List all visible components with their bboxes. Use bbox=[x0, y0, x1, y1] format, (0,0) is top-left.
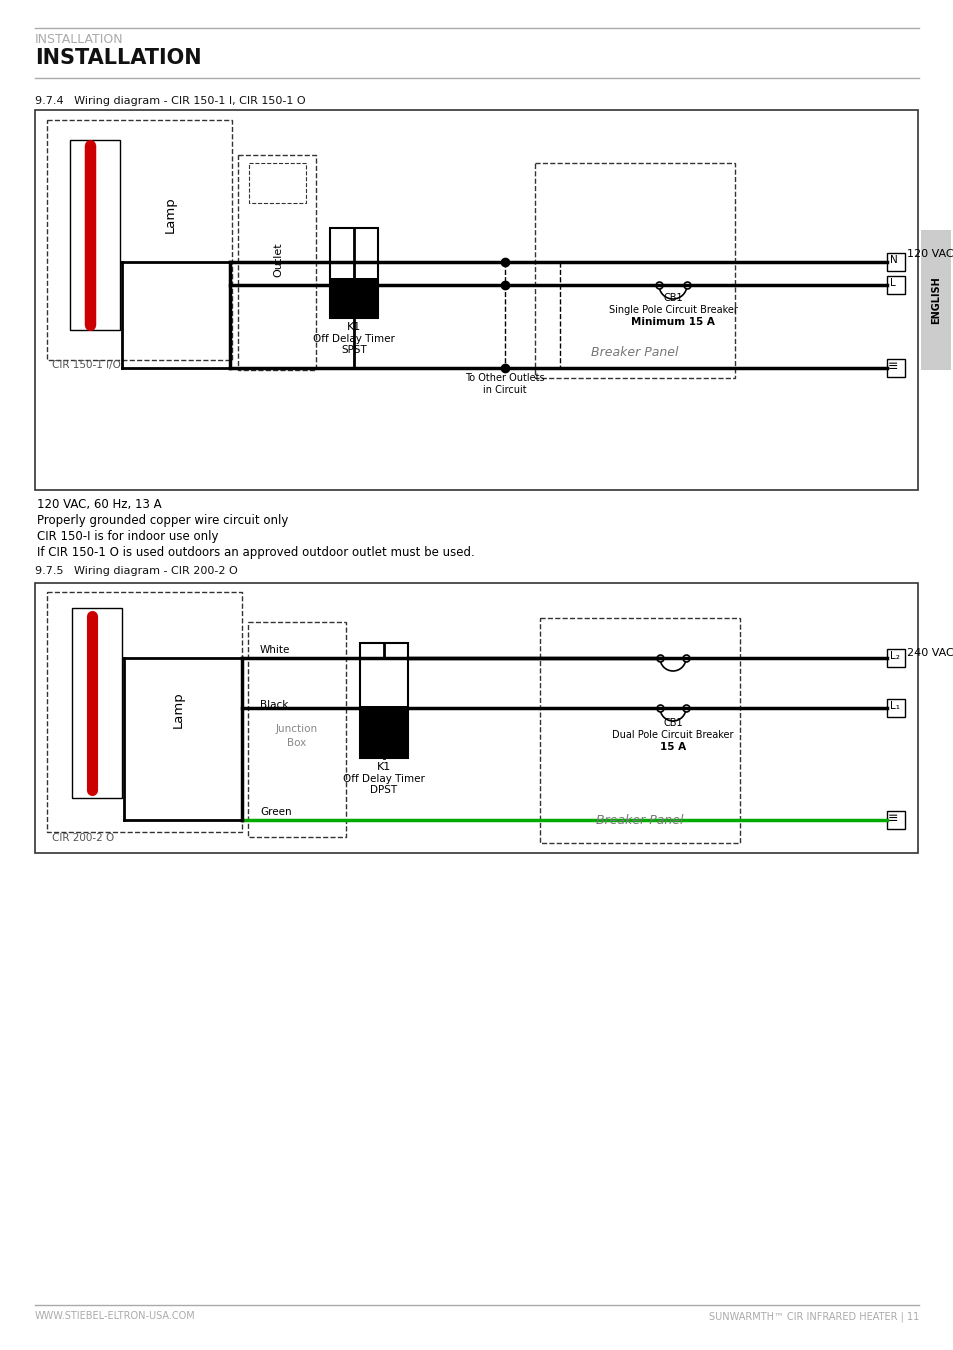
Text: in Circuit: in Circuit bbox=[482, 385, 526, 396]
Bar bbox=[886, 811, 904, 829]
Bar bbox=[330, 278, 377, 319]
Text: CIR 200-2 O: CIR 200-2 O bbox=[52, 833, 114, 842]
Text: SUNWARMTH™ CIR INFRARED HEATER | 11: SUNWARMTH™ CIR INFRARED HEATER | 11 bbox=[708, 1311, 918, 1322]
Text: CIR 150-I is for indoor use only: CIR 150-I is for indoor use only bbox=[37, 531, 218, 543]
Text: ≡: ≡ bbox=[887, 360, 898, 373]
Bar bbox=[886, 359, 904, 377]
Text: Dual Pole Circuit Breaker: Dual Pole Circuit Breaker bbox=[612, 730, 733, 740]
Bar bbox=[886, 275, 904, 294]
Bar bbox=[71, 608, 122, 798]
Text: Breaker Panel: Breaker Panel bbox=[591, 347, 678, 359]
Text: SPST: SPST bbox=[341, 346, 367, 355]
Bar bbox=[359, 706, 408, 757]
Text: Properly grounded copper wire circuit only: Properly grounded copper wire circuit on… bbox=[37, 514, 288, 526]
Bar bbox=[249, 163, 306, 202]
Text: Junction: Junction bbox=[275, 725, 317, 734]
Text: 9.7.4   Wiring diagram - CIR 150-1 I, CIR 150-1 O: 9.7.4 Wiring diagram - CIR 150-1 I, CIR … bbox=[35, 96, 305, 107]
Text: 240 VAC, 60 Hz, 9 A: 240 VAC, 60 Hz, 9 A bbox=[906, 648, 953, 657]
Text: CB1: CB1 bbox=[662, 293, 682, 302]
Text: Lamp: Lamp bbox=[172, 691, 184, 729]
Bar bbox=[886, 699, 904, 717]
Text: K1: K1 bbox=[376, 761, 391, 772]
Bar bbox=[359, 643, 408, 757]
Bar bbox=[920, 230, 950, 370]
Text: To Other Outlets: To Other Outlets bbox=[465, 373, 544, 383]
Bar bbox=[886, 649, 904, 667]
Text: Black: Black bbox=[260, 701, 288, 710]
Bar bbox=[47, 593, 242, 832]
Text: Breaker Panel: Breaker Panel bbox=[596, 814, 683, 828]
Text: Box: Box bbox=[287, 737, 306, 748]
Text: K1: K1 bbox=[347, 323, 361, 332]
Bar bbox=[535, 163, 734, 378]
Bar bbox=[237, 155, 315, 370]
Text: Lamp: Lamp bbox=[163, 197, 176, 234]
Text: If CIR 150-1 O is used outdoors an approved outdoor outlet must be used.: If CIR 150-1 O is used outdoors an appro… bbox=[37, 545, 475, 559]
Bar bbox=[248, 622, 346, 837]
Bar bbox=[35, 109, 917, 490]
Text: Green: Green bbox=[260, 807, 292, 817]
Text: 15 A: 15 A bbox=[659, 743, 685, 752]
Text: 120 VAC, 60 Hz, 13 A: 120 VAC, 60 Hz, 13 A bbox=[37, 498, 161, 512]
Text: 120 VAC, 60 Hz: 120 VAC, 60 Hz bbox=[906, 248, 953, 259]
Bar bbox=[539, 618, 740, 842]
Text: INSTALLATION: INSTALLATION bbox=[35, 32, 124, 46]
Text: DPST: DPST bbox=[370, 784, 397, 795]
Text: Off Delay Timer: Off Delay Timer bbox=[343, 774, 424, 784]
Bar bbox=[330, 228, 377, 319]
Text: ENGLISH: ENGLISH bbox=[930, 277, 940, 324]
Text: CB1: CB1 bbox=[662, 718, 682, 728]
Text: Off Delay Timer: Off Delay Timer bbox=[313, 333, 395, 344]
Text: Minimum 15 A: Minimum 15 A bbox=[630, 317, 714, 327]
Text: N: N bbox=[889, 255, 897, 265]
Text: CIR 150-1 I/O: CIR 150-1 I/O bbox=[52, 360, 121, 370]
Text: L₂: L₂ bbox=[889, 651, 899, 661]
Text: Single Pole Circuit Breaker: Single Pole Circuit Breaker bbox=[608, 305, 737, 315]
Bar bbox=[70, 140, 120, 329]
Text: 9.7.5   Wiring diagram - CIR 200-2 O: 9.7.5 Wiring diagram - CIR 200-2 O bbox=[35, 566, 237, 576]
Text: Outlet: Outlet bbox=[273, 243, 283, 277]
Text: INSTALLATION: INSTALLATION bbox=[35, 49, 201, 68]
Text: L₁: L₁ bbox=[889, 701, 899, 711]
Bar bbox=[886, 252, 904, 271]
Text: WWW.STIEBEL-ELTRON-USA.COM: WWW.STIEBEL-ELTRON-USA.COM bbox=[35, 1311, 195, 1322]
Bar bbox=[47, 120, 232, 360]
Text: ≡: ≡ bbox=[887, 811, 898, 825]
Text: L: L bbox=[889, 278, 895, 288]
Bar bbox=[35, 583, 917, 853]
Text: White: White bbox=[260, 645, 290, 655]
